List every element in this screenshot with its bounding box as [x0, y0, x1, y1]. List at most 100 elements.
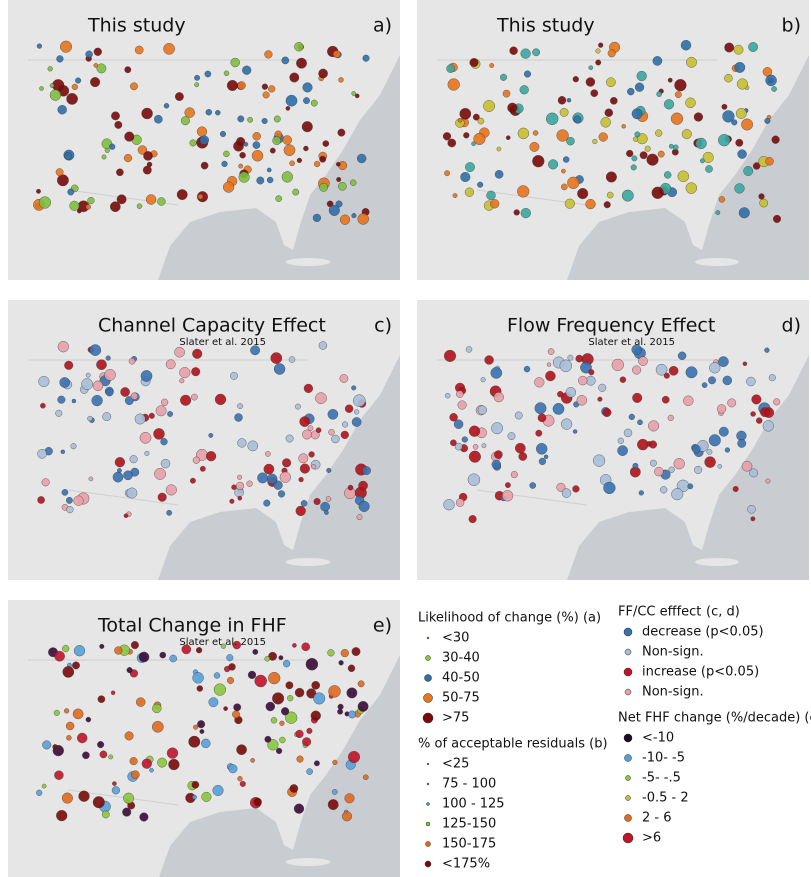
site-dot — [655, 129, 663, 137]
site-dot — [480, 377, 486, 383]
site-dot — [99, 643, 105, 649]
site-dot — [36, 789, 43, 796]
site-dot — [72, 708, 84, 720]
site-dot — [350, 179, 357, 186]
map-panel: Channel Capacity Effect c) Slater et al. 2… — [8, 300, 400, 580]
site-dot — [191, 780, 200, 789]
site-dot — [228, 663, 236, 671]
legend-item: <25 — [442, 757, 469, 772]
site-dot — [600, 117, 611, 128]
site-dot — [561, 418, 573, 430]
site-dot — [331, 434, 340, 444]
site-dot — [61, 489, 69, 496]
site-dot — [179, 378, 185, 384]
island — [695, 558, 739, 566]
site-dot — [335, 161, 341, 167]
legend-swatch — [422, 712, 434, 724]
site-dot — [362, 774, 369, 780]
site-dot — [477, 405, 487, 415]
site-dot — [191, 393, 198, 401]
site-dot — [201, 738, 211, 749]
site-dot — [226, 676, 234, 684]
site-dot — [189, 139, 197, 147]
site-dot — [704, 456, 716, 468]
site-dot — [192, 794, 197, 800]
site-dot — [112, 781, 117, 786]
legend-item: >6 — [642, 831, 661, 846]
site-dot — [545, 370, 556, 382]
site-dot — [197, 193, 204, 200]
site-dot — [348, 750, 361, 763]
site-dot — [342, 421, 349, 428]
site-dot — [36, 43, 43, 49]
site-dot — [535, 429, 543, 437]
site-dot — [523, 365, 531, 373]
site-dot — [273, 363, 286, 375]
site-dot — [238, 171, 250, 183]
site-dot — [181, 644, 192, 655]
site-dot — [351, 385, 357, 391]
site-dot — [192, 672, 204, 684]
site-dot — [279, 720, 285, 726]
site-dot — [134, 413, 146, 425]
site-dot — [237, 81, 246, 90]
site-dot — [264, 735, 272, 743]
site-dot — [296, 57, 307, 69]
site-dot — [124, 731, 134, 741]
site-dot — [532, 48, 541, 57]
site-dot — [765, 74, 777, 87]
site-dot — [657, 150, 665, 158]
site-dot — [124, 66, 132, 74]
site-dot — [61, 792, 73, 804]
site-dot — [232, 710, 240, 719]
site-dot — [208, 432, 214, 438]
site-dot — [509, 46, 518, 55]
site-dot — [159, 651, 167, 659]
site-dot — [660, 486, 668, 494]
site-dot — [351, 213, 357, 219]
legend-item: 75 - 100 — [442, 777, 496, 792]
panel-letter: a) — [373, 15, 392, 37]
site-dot — [638, 490, 644, 496]
site-dot — [250, 345, 261, 356]
legend-item: <30 — [442, 631, 469, 646]
site-dot — [737, 438, 747, 448]
site-dot — [627, 87, 635, 96]
map-panel: This study b) — [417, 0, 809, 280]
site-dot — [220, 643, 227, 649]
site-dot — [62, 644, 70, 653]
site-dot — [313, 497, 321, 505]
site-dot — [741, 118, 753, 131]
site-dot — [750, 411, 756, 417]
legend-title: % of acceptable residuals (b) — [418, 737, 608, 752]
site-dot — [305, 657, 319, 671]
site-dot — [708, 376, 716, 385]
site-dot — [686, 56, 697, 68]
site-dot — [67, 188, 75, 196]
site-dot — [490, 367, 503, 379]
site-dot — [285, 94, 298, 107]
site-dot — [66, 93, 78, 105]
legend-item: increase (p<0.05) — [642, 665, 759, 680]
site-dot — [353, 394, 366, 407]
site-dot — [92, 380, 104, 392]
site-dot — [501, 490, 514, 502]
site-dot — [237, 403, 244, 410]
site-dot — [71, 83, 78, 91]
site-dot — [667, 414, 674, 422]
legend-swatch — [622, 832, 634, 844]
site-dot — [154, 467, 167, 480]
site-dot — [319, 182, 328, 192]
site-dot — [319, 155, 327, 163]
site-dot — [250, 758, 255, 763]
site-dot — [687, 483, 694, 490]
site-dot — [758, 193, 765, 200]
site-dot — [670, 112, 684, 125]
site-dot — [301, 121, 313, 133]
site-dot — [57, 341, 69, 353]
site-dot — [756, 417, 763, 424]
site-dot — [578, 375, 588, 386]
site-dot — [93, 47, 102, 56]
site-dot — [736, 78, 748, 90]
site-dot — [237, 438, 247, 448]
